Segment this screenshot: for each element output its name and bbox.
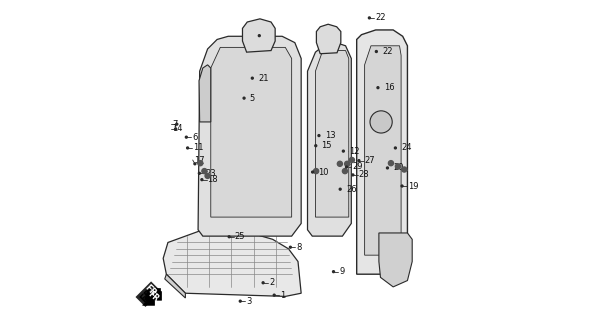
Circle shape bbox=[402, 167, 407, 172]
Circle shape bbox=[262, 282, 264, 284]
Polygon shape bbox=[379, 233, 412, 287]
Text: 2: 2 bbox=[269, 278, 274, 287]
Circle shape bbox=[368, 17, 370, 19]
Polygon shape bbox=[316, 24, 341, 54]
Text: 24: 24 bbox=[401, 143, 412, 152]
Circle shape bbox=[370, 111, 392, 133]
Circle shape bbox=[349, 157, 355, 163]
Text: 14: 14 bbox=[172, 124, 182, 133]
Circle shape bbox=[315, 145, 316, 147]
Circle shape bbox=[343, 169, 347, 174]
Circle shape bbox=[273, 294, 275, 296]
Text: 27: 27 bbox=[365, 156, 375, 165]
Polygon shape bbox=[147, 288, 160, 298]
Text: 6: 6 bbox=[192, 133, 197, 142]
Text: 26: 26 bbox=[346, 185, 356, 194]
Text: 15: 15 bbox=[321, 141, 332, 150]
Circle shape bbox=[401, 185, 403, 187]
Polygon shape bbox=[243, 19, 275, 52]
Circle shape bbox=[389, 161, 393, 166]
Polygon shape bbox=[211, 47, 291, 217]
Circle shape bbox=[240, 300, 241, 302]
Circle shape bbox=[185, 136, 187, 138]
Polygon shape bbox=[356, 30, 408, 274]
Circle shape bbox=[194, 163, 196, 165]
Circle shape bbox=[386, 167, 389, 169]
Circle shape bbox=[346, 166, 347, 168]
Text: 28: 28 bbox=[359, 171, 369, 180]
Text: 20: 20 bbox=[393, 164, 403, 172]
Circle shape bbox=[258, 35, 260, 36]
Text: 1: 1 bbox=[280, 291, 285, 300]
Polygon shape bbox=[199, 65, 211, 122]
Circle shape bbox=[344, 161, 350, 166]
Circle shape bbox=[318, 135, 320, 137]
Text: 5: 5 bbox=[250, 94, 255, 103]
Circle shape bbox=[228, 236, 230, 238]
Circle shape bbox=[198, 172, 200, 174]
Text: 21: 21 bbox=[258, 74, 269, 83]
Text: FR.: FR. bbox=[138, 284, 158, 304]
Text: 11: 11 bbox=[193, 143, 204, 152]
Text: 12: 12 bbox=[349, 147, 359, 156]
Polygon shape bbox=[315, 51, 349, 217]
Text: 22: 22 bbox=[382, 47, 393, 56]
Circle shape bbox=[252, 77, 253, 79]
Circle shape bbox=[313, 169, 319, 174]
Circle shape bbox=[375, 51, 377, 52]
Polygon shape bbox=[164, 274, 185, 298]
Text: 9: 9 bbox=[339, 267, 344, 276]
Circle shape bbox=[198, 161, 203, 166]
Polygon shape bbox=[163, 230, 301, 296]
Circle shape bbox=[176, 123, 178, 125]
Circle shape bbox=[377, 87, 379, 89]
Text: 10: 10 bbox=[318, 168, 329, 177]
Polygon shape bbox=[142, 292, 162, 305]
Text: 23: 23 bbox=[205, 169, 216, 178]
Circle shape bbox=[175, 128, 176, 130]
Circle shape bbox=[343, 150, 344, 152]
Text: 3: 3 bbox=[246, 297, 252, 306]
Text: 17: 17 bbox=[194, 156, 204, 164]
Text: 25: 25 bbox=[235, 232, 246, 241]
Circle shape bbox=[337, 161, 343, 166]
Circle shape bbox=[333, 271, 334, 273]
Text: 19: 19 bbox=[408, 181, 418, 190]
Polygon shape bbox=[365, 46, 401, 255]
Text: FR.: FR. bbox=[143, 283, 160, 300]
Circle shape bbox=[352, 174, 354, 176]
Circle shape bbox=[395, 147, 396, 149]
Text: 29: 29 bbox=[352, 163, 363, 172]
Text: 22: 22 bbox=[375, 13, 386, 22]
Text: FR.: FR. bbox=[145, 290, 162, 306]
Text: 8: 8 bbox=[296, 243, 302, 252]
Circle shape bbox=[339, 188, 341, 190]
Circle shape bbox=[395, 164, 401, 169]
Circle shape bbox=[358, 160, 360, 162]
Polygon shape bbox=[198, 36, 301, 236]
Circle shape bbox=[187, 147, 188, 149]
Text: 16: 16 bbox=[384, 83, 395, 92]
Circle shape bbox=[312, 171, 313, 173]
Circle shape bbox=[201, 179, 203, 180]
Text: 18: 18 bbox=[207, 175, 218, 184]
Circle shape bbox=[290, 246, 291, 248]
Circle shape bbox=[205, 173, 210, 178]
Text: 7: 7 bbox=[172, 120, 178, 129]
Text: 13: 13 bbox=[325, 131, 336, 140]
Polygon shape bbox=[308, 43, 351, 236]
Circle shape bbox=[243, 97, 245, 99]
Text: 4: 4 bbox=[265, 31, 270, 40]
Circle shape bbox=[202, 169, 207, 174]
